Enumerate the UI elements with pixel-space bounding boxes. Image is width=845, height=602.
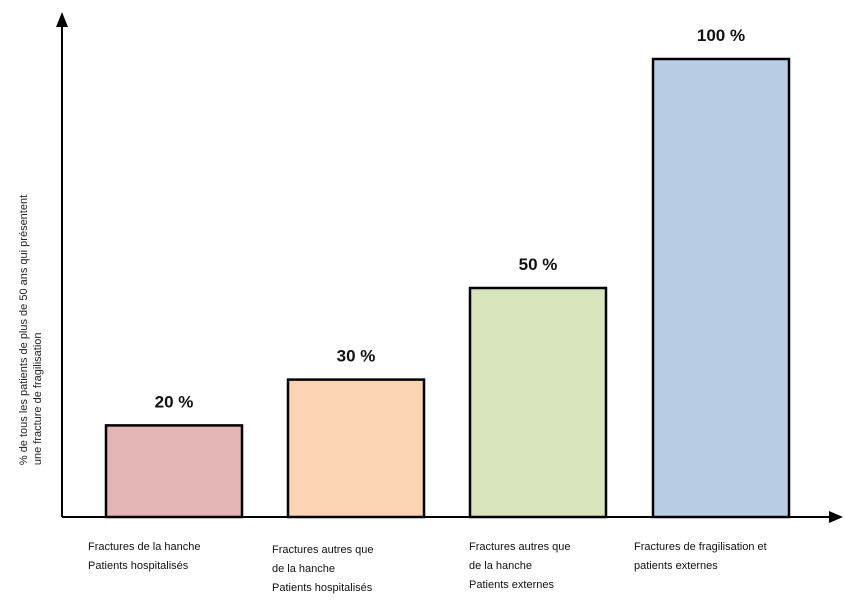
category-label-3: Fractures autres que de la hanche Patients…	[469, 538, 571, 595]
category-label-4: Fractures de fragilisation et patients ex…	[634, 538, 767, 576]
y-axis-label: % de tous les patients de plus de 50 ans…	[6, 0, 56, 597]
data-label-2: 30 %	[337, 347, 376, 366]
y-axis-arrow	[56, 12, 68, 27]
bars	[104, 57, 791, 519]
x-axis-arrow	[829, 511, 843, 523]
category-label-1: Fractures de la hanche Patients hospitali…	[88, 538, 201, 576]
bar-4	[651, 57, 791, 519]
category-label-line: Fractures autres que	[272, 544, 374, 556]
y-axis-label-line: % de tous les patients de plus de 50 ans…	[18, 194, 30, 466]
category-label-line: Patients hospitalisés	[88, 560, 189, 572]
data-label-3: 50 %	[519, 255, 558, 274]
category-label-2: Fractures autres que de la hanche Patients…	[272, 541, 374, 598]
category-label-line: Patients externes	[469, 579, 554, 591]
data-labels: 20 % 30 % 50 % 100 %	[155, 26, 745, 411]
category-label-line: Fractures de fragilisation et	[634, 541, 767, 553]
y-axis-label-text: % de tous les patients de plus de 50 ans…	[17, 195, 45, 465]
bar-2	[286, 378, 426, 519]
category-label-line: de la hanche	[272, 563, 335, 575]
y-axis-label-line: une fracture de fragilisation	[32, 332, 44, 466]
category-label-line: Fractures autres que	[469, 541, 571, 553]
category-label-line: Patients hospitalisés	[272, 582, 373, 594]
data-label-4: 100 %	[697, 26, 745, 45]
category-label-line: de la hanche	[469, 560, 532, 572]
category-label-line: Fractures de la hanche	[88, 541, 201, 553]
category-label-line: patients externes	[634, 560, 718, 572]
bar-3	[468, 286, 608, 519]
data-label-1: 20 %	[155, 392, 194, 411]
bar-1	[104, 424, 244, 519]
